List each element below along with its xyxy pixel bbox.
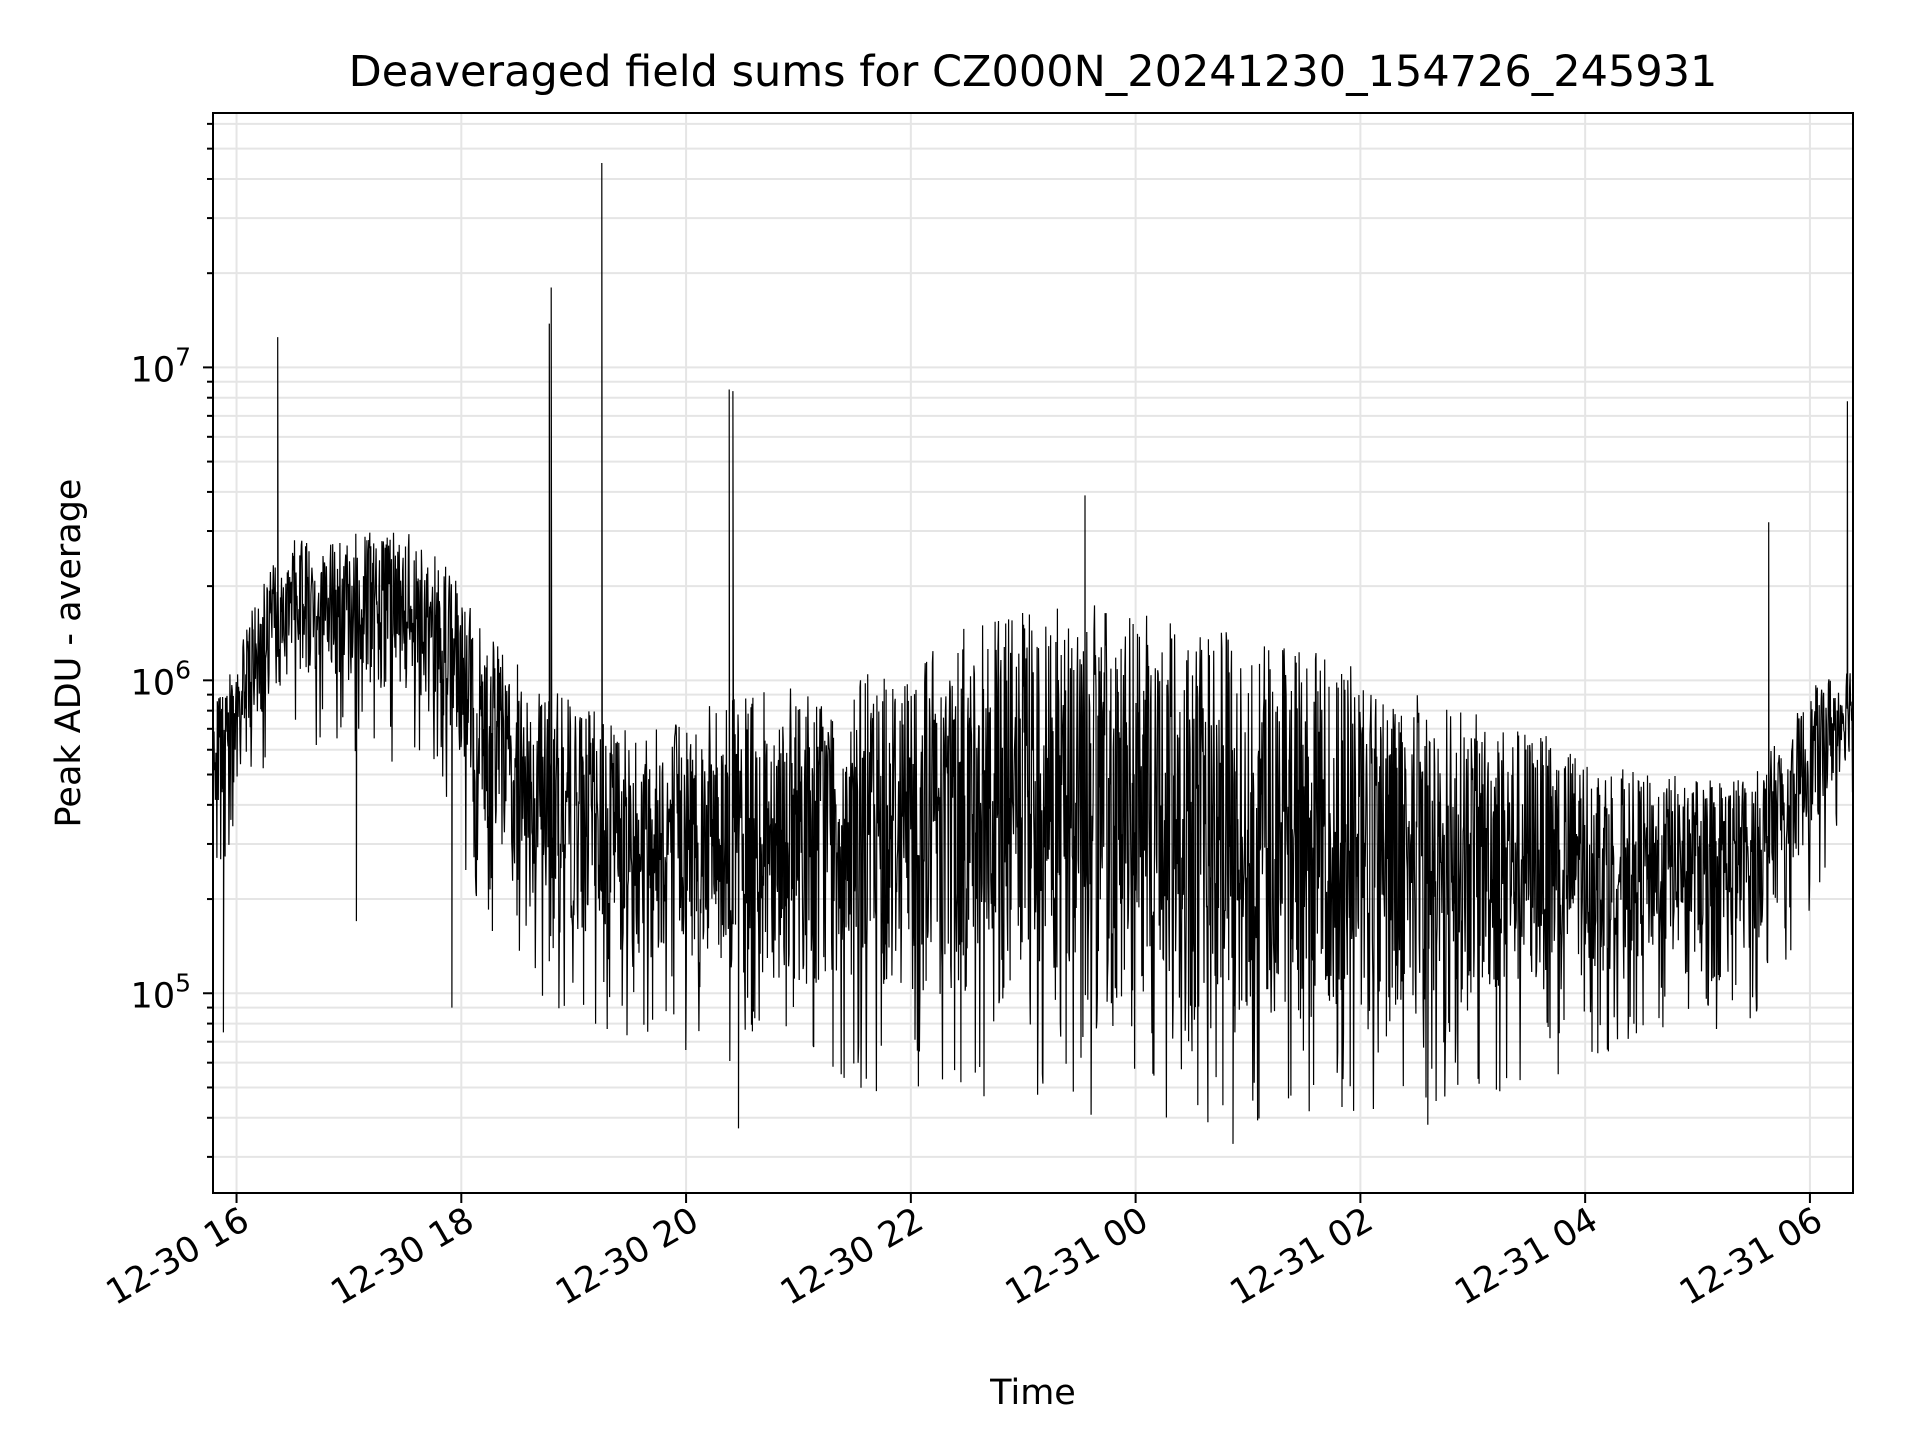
y-tick-label: 106 bbox=[131, 655, 191, 703]
y-tick-label: 105 bbox=[131, 968, 191, 1016]
y-axis-label: Peak ADU - average bbox=[49, 479, 89, 828]
data-series bbox=[213, 162, 1853, 1144]
y-tick-label: 107 bbox=[131, 342, 191, 390]
data-line bbox=[213, 162, 1853, 1144]
chart-title: Deaveraged field sums for CZ000N_2024123… bbox=[349, 47, 1718, 97]
plot-frame bbox=[212, 112, 1854, 1194]
x-axis-label: Time bbox=[989, 1373, 1076, 1413]
